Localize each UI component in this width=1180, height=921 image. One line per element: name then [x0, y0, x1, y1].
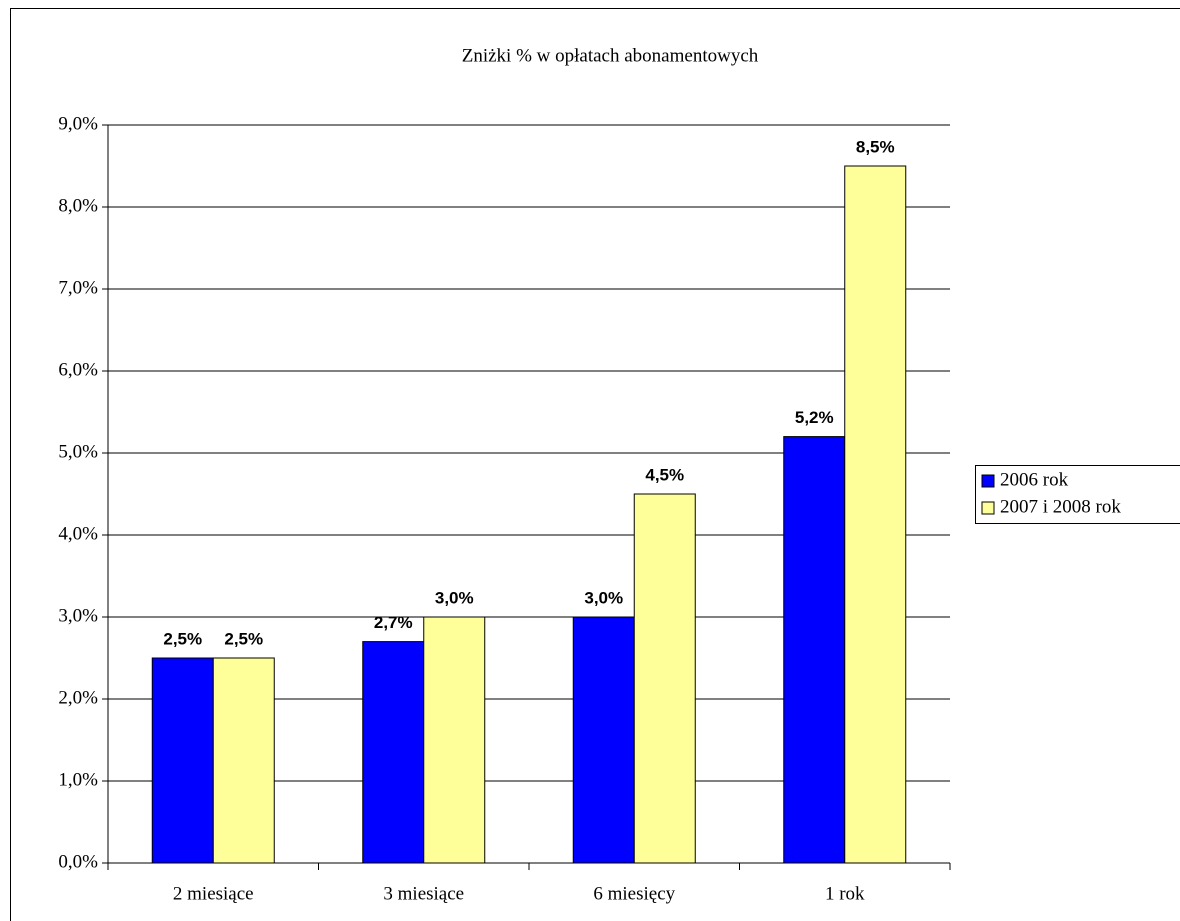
x-tick-label: 1 rok	[825, 883, 865, 904]
bar	[212, 657, 275, 864]
x-tick-label: 3 miesiące	[383, 883, 464, 904]
x-tick-label: 2 miesiące	[173, 883, 254, 904]
y-tick-label: 8,0%	[58, 195, 98, 216]
value-label: 3,0%	[584, 588, 623, 607]
y-tick-label: 3,0%	[58, 605, 98, 626]
value-label: 2,7%	[374, 613, 413, 632]
y-tick-label: 1,0%	[58, 769, 98, 790]
y-tick-label: 0,0%	[58, 851, 98, 872]
y-tick-label: 7,0%	[58, 277, 98, 298]
bar	[783, 436, 846, 864]
y-tick-label: 6,0%	[58, 359, 98, 380]
legend-swatch	[981, 474, 995, 488]
chart-title: Zniżki % w opłatach abonamentowych	[462, 45, 759, 66]
value-label: 2,5%	[224, 629, 263, 648]
bar	[151, 657, 214, 864]
legend-label: 2006 rok	[1000, 469, 1069, 490]
y-tick-label: 9,0%	[58, 113, 98, 134]
value-label: 2,5%	[163, 629, 202, 648]
y-tick-label: 4,0%	[58, 523, 98, 544]
y-tick-label: 2,0%	[58, 687, 98, 708]
legend-box	[975, 465, 1180, 524]
value-label: 4,5%	[645, 465, 684, 484]
x-tick-label: 6 miesięcy	[593, 883, 675, 904]
legend-label: 2007 i 2008 rok	[1000, 496, 1121, 517]
bar	[633, 493, 696, 864]
bar	[362, 641, 425, 864]
bar	[572, 616, 635, 864]
y-tick-label: 5,0%	[58, 441, 98, 462]
value-label: 8,5%	[856, 137, 895, 156]
legend-swatch	[981, 501, 995, 515]
value-label: 3,0%	[435, 588, 474, 607]
bar	[423, 616, 486, 864]
value-label: 5,2%	[795, 408, 834, 427]
bar	[844, 165, 907, 864]
